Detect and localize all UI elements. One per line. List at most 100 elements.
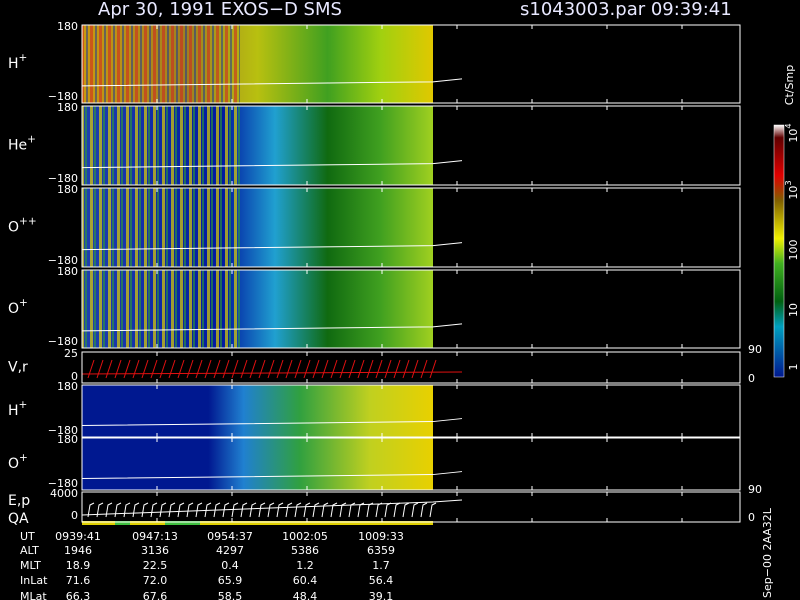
footer-value: 0939:41 [55,530,101,543]
y-top-label: 180 [57,380,78,393]
footer-value: 60.4 [293,574,318,587]
panel-label: QA [8,511,29,527]
y-bottom-label: −180 [48,172,78,185]
stamp: Sep−00 2AA32L [761,507,774,598]
y-top-label: 4000 [50,487,78,500]
footer-value: 1.7 [372,559,390,572]
panel-label: E,p [8,493,30,509]
colorbar-tick-label-base: 10 [787,303,800,317]
y-top-label: 180 [57,183,78,196]
panel-frame [81,269,741,349]
panel-label-sup: + [19,452,28,464]
footer-value: 72.0 [143,574,168,587]
footer-row-label: ALT [20,544,39,557]
panel-label-sup: + [27,134,36,146]
y-top-label: 180 [57,265,78,278]
colorbar-tick-label: 104 [783,123,800,142]
footer-row-label: MLT [20,559,41,572]
y-bottom-label: −180 [48,335,78,348]
footer-value: 1.2 [296,559,314,572]
spectrogram [82,438,433,490]
trace [81,78,463,87]
colorbar-tick-label: 10 [787,303,800,317]
panel-label: H+ [8,399,27,419]
panel-frame [81,351,741,384]
y-bottom-label: 0 [71,509,78,522]
footer-value: 4297 [216,544,244,557]
colorbar-tick-label: 100 [787,240,800,261]
ep-marks [87,502,437,518]
colorbar-tick-label-sup: 3 [783,180,793,185]
ep-trace [81,499,463,516]
footer-value: 65.9 [218,574,243,587]
panel-label-base: V,r [8,360,28,376]
footer-value: 0.4 [221,559,239,572]
footer-value: 67.6 [143,590,168,600]
trace [81,471,463,480]
panel-label: O+ [8,297,28,317]
footer-value: 3136 [141,544,169,557]
y-top-label: 180 [57,20,78,33]
panel-label-base: H [8,56,19,72]
panel-label-base: O [8,220,19,236]
footer-value: 5386 [291,544,319,557]
qa-bar-green [115,521,130,525]
y2-bottom-label: 0 [748,511,755,524]
y-top-label: 180 [57,433,78,446]
panel-label: He+ [8,134,36,154]
footer-value: 58.5 [218,590,243,600]
colorbar-label: Ct/Smp [783,65,796,105]
spectrogram [82,385,433,437]
y-bottom-label: −180 [48,424,78,437]
colorbar-tick-label-base: 10 [787,186,800,200]
footer-row-label: MLat [20,590,47,600]
panel-frame [81,105,741,186]
panel-label-base: O [8,456,19,472]
colorbar [773,124,785,378]
footer-value: 22.5 [143,559,168,572]
title: Apr 30, 1991 EXOS−D SMS [98,0,342,20]
footer-value: 71.6 [66,574,91,587]
spectrogram-stripes [82,106,240,185]
file-label: s1043003.par 09:39:41 [520,0,732,20]
footer-value: 56.4 [369,574,394,587]
y-top-label: 180 [57,101,78,114]
y-bottom-label: −180 [48,477,78,490]
footer-value: 39.1 [369,590,394,600]
spectrogram-stripes [82,188,240,267]
header: Apr 30, 1991 EXOS−D SMS s1043003.par 09:… [98,0,732,20]
y-bottom-label: 0 [71,370,78,383]
trace [81,242,463,251]
panel-label-base: H [8,403,19,419]
colorbar-tick-label-base: 1 [787,364,800,371]
footer-row-label: InLat [20,574,48,587]
panel-label-sup: ++ [19,216,37,228]
footer-value: 6359 [367,544,395,557]
spectrogram-stripes [82,25,240,103]
y2-top-label: 90 [748,483,762,496]
y2-top-label: 90 [748,343,762,356]
footer-value: 48.4 [293,590,318,600]
panel-label-base: He [8,138,27,154]
vr-trace [81,371,463,375]
colorbar-tick-label: 1 [787,364,800,371]
qa-bar [82,521,433,525]
footer-value: 18.9 [66,559,91,572]
panel-frame [81,384,741,438]
vr-vectors [87,359,437,379]
panel-label-sup: + [19,297,28,309]
trace [81,418,463,427]
colorbar-tick-label-sup: 4 [783,123,793,128]
panel-frame [81,437,741,491]
panel-label: V,r [8,360,28,376]
y2-bottom-label: 0 [748,372,755,385]
panel-label: O+ [8,452,28,472]
panel-label-base: O [8,301,19,317]
trace [81,160,463,169]
trace [81,323,463,332]
colorbar-tick-label: 103 [783,180,800,199]
panel-frame [81,491,741,523]
y-top-label: 25 [64,347,78,360]
